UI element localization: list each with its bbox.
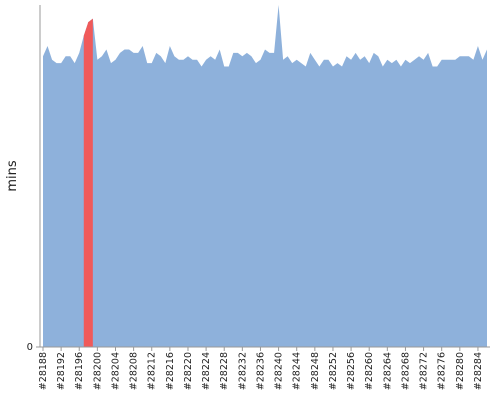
x-tick-label: #28244 [292,352,303,390]
x-tick-label: #28240 [274,352,285,390]
x-tick-label: #28212 [147,352,158,390]
x-tick-label: #28252 [328,352,339,390]
x-tick-label: #28276 [437,352,448,390]
x-tick-label: #28192 [56,352,67,390]
area [43,5,487,347]
x-tick-label: #28284 [473,352,484,390]
y-tick-label: 0 [27,342,33,353]
x-tick-label: #28248 [310,352,321,390]
x-tick-label: #28188 [38,352,49,390]
x-tick-label: #28264 [382,352,393,390]
x-tick-label: #28220 [183,352,194,390]
x-tick-label: #28224 [201,352,212,390]
x-tick-label: #28272 [419,352,430,390]
y-axis-label: mins [5,160,20,192]
x-tick-label: #28196 [74,352,85,390]
x-tick-label: #28280 [455,352,466,390]
x-tick-label: #28260 [364,352,375,390]
x-tick-label: #28232 [237,352,248,390]
x-tick-label: #28256 [346,352,357,390]
x-tick-label: #28204 [110,352,121,390]
x-tick-label: #28216 [165,352,176,390]
x-tick-label: #28228 [219,352,230,390]
x-tick-label: #28236 [255,352,266,390]
x-tick-label: #28200 [92,352,103,390]
area [83,18,93,348]
x-tick-label: #28268 [400,352,411,390]
x-tick-label: #28208 [129,352,140,390]
